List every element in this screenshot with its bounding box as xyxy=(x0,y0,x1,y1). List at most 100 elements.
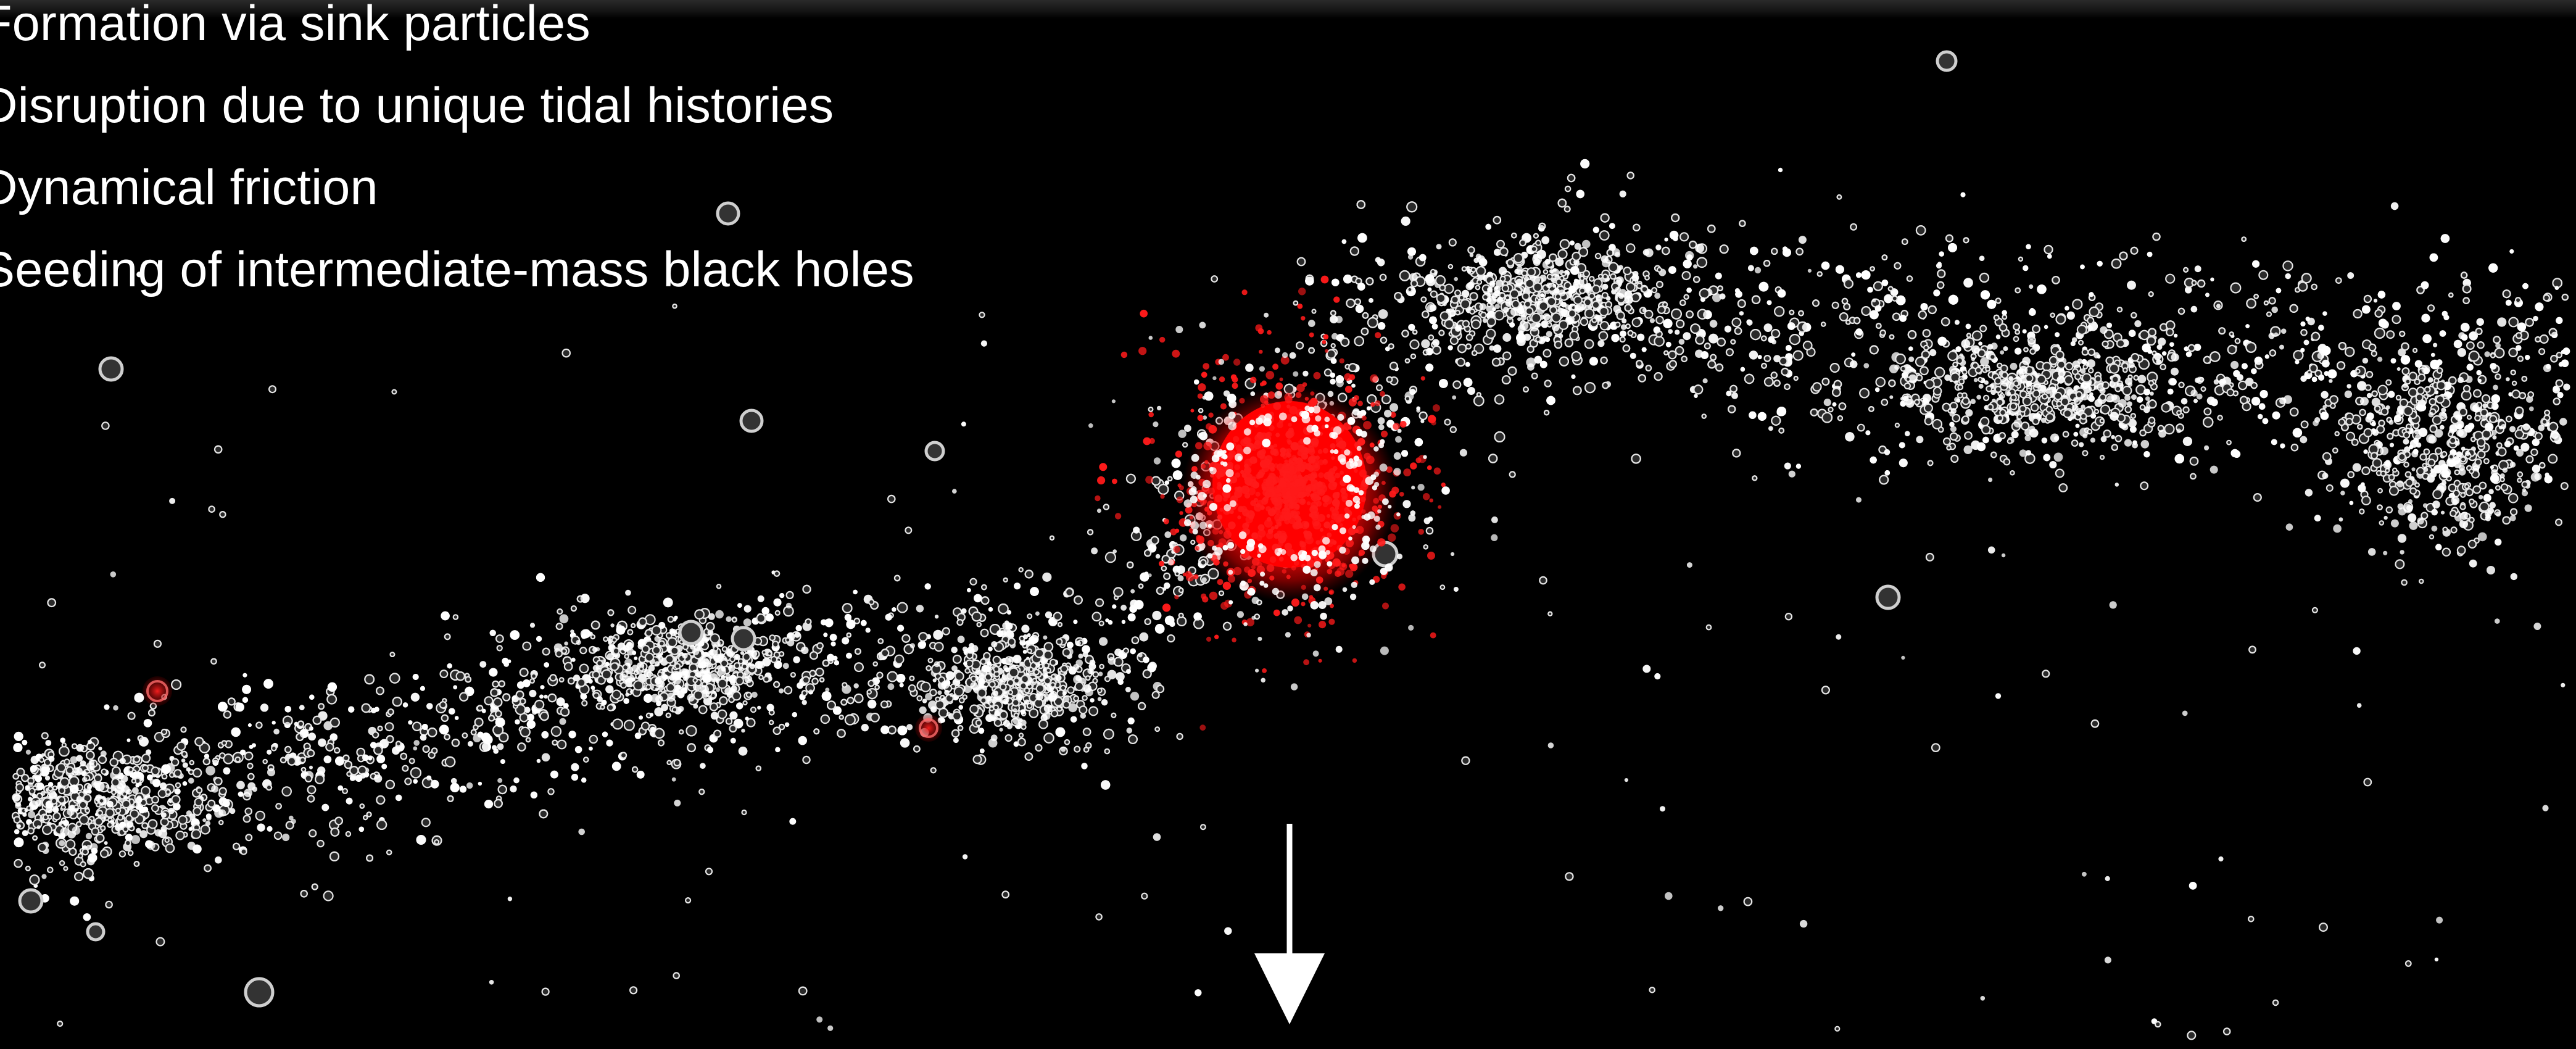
star-particle xyxy=(1686,254,1693,261)
star-particle xyxy=(1843,302,1851,310)
star-particle xyxy=(2525,355,2530,360)
star-particle xyxy=(1113,587,1124,597)
star-particle xyxy=(314,774,325,784)
star-particle xyxy=(2148,291,2154,297)
star-particle xyxy=(2320,412,2329,420)
star-particle xyxy=(404,777,412,786)
star-particle xyxy=(2227,344,2237,355)
star-particle xyxy=(334,747,341,754)
star-particle xyxy=(2023,347,2029,352)
star-particle xyxy=(1731,317,1742,328)
star-particle xyxy=(1457,343,1467,354)
star-particle xyxy=(1979,272,1990,283)
star-particle xyxy=(2495,373,2501,380)
star-particle xyxy=(1821,412,1833,423)
star-particle xyxy=(778,651,785,657)
star-particle xyxy=(1793,375,1799,381)
star-particle xyxy=(2241,236,2247,243)
star-particle xyxy=(773,681,781,688)
star-particle xyxy=(1934,367,1945,378)
star-particle xyxy=(611,761,621,771)
star-particle xyxy=(919,641,926,648)
star-particle xyxy=(1971,330,1982,341)
star-particle xyxy=(1779,356,1788,366)
star-particle xyxy=(1899,458,1908,468)
star-particle xyxy=(495,634,504,643)
star-particle xyxy=(846,632,852,638)
star-particle xyxy=(1747,265,1754,272)
star-particle xyxy=(957,636,965,644)
star-particle xyxy=(839,715,844,720)
star-particle xyxy=(1861,306,1871,317)
star-particle xyxy=(842,637,850,645)
star-particle xyxy=(2557,392,2564,399)
star-particle xyxy=(527,713,534,721)
star-particle xyxy=(161,764,171,774)
star-particle xyxy=(2347,272,2354,279)
star-particle xyxy=(1937,262,1942,267)
star-particle xyxy=(194,737,204,747)
star-particle xyxy=(1875,387,1880,392)
star-particle xyxy=(431,747,438,754)
star-particle xyxy=(1751,295,1761,304)
star-particle xyxy=(267,749,272,755)
star-particle xyxy=(559,718,566,725)
star-particle xyxy=(805,618,812,626)
star-particle xyxy=(2078,339,2084,346)
star-particle xyxy=(1754,267,1762,274)
star-particle xyxy=(1700,297,1705,302)
star-particle xyxy=(2493,384,2498,391)
star-particle xyxy=(1757,412,1766,421)
star-particle xyxy=(242,673,247,678)
star-particle xyxy=(2246,298,2256,309)
star-particle xyxy=(180,726,187,733)
star-particle xyxy=(2013,323,2021,331)
star-particle xyxy=(1795,247,1804,256)
star-particle xyxy=(1493,344,1502,353)
star-particle xyxy=(1737,299,1746,309)
star-particle xyxy=(589,734,598,744)
star-particle xyxy=(827,653,835,661)
star-particle xyxy=(247,773,255,781)
star-particle xyxy=(2427,304,2435,312)
star-particle xyxy=(552,739,558,746)
star-particle xyxy=(1143,549,1152,557)
star-particle xyxy=(2065,305,2069,311)
star-particle xyxy=(2290,443,2299,452)
star-particle xyxy=(892,607,897,612)
star-particle xyxy=(1778,167,1783,173)
star-particle xyxy=(308,732,316,741)
star-particle xyxy=(2525,318,2534,327)
star-particle xyxy=(540,685,545,690)
star-particle xyxy=(2015,287,2021,294)
star-particle xyxy=(2026,244,2031,249)
star-particle xyxy=(25,865,31,871)
star-particle xyxy=(525,737,531,743)
star-particle xyxy=(1654,371,1663,381)
star-particle xyxy=(2052,276,2060,284)
star-particle xyxy=(539,694,544,699)
star-particle xyxy=(742,700,748,706)
star-particle xyxy=(1773,306,1785,317)
star-particle xyxy=(1507,366,1517,376)
star-particle xyxy=(2368,343,2377,352)
star-particle xyxy=(218,702,228,712)
star-particle xyxy=(2072,299,2083,310)
star-particle xyxy=(1789,309,1795,315)
star-particle xyxy=(844,714,856,726)
star-particle xyxy=(2177,307,2185,315)
star-particle xyxy=(1172,470,1183,480)
star-particle xyxy=(707,747,713,753)
star-particle xyxy=(2439,330,2446,337)
star-particle xyxy=(2268,297,2276,305)
star-particle xyxy=(1892,312,1901,321)
star-particle xyxy=(334,816,343,826)
star-particle xyxy=(1580,159,1590,168)
star-particle xyxy=(2546,363,2551,369)
star-particle xyxy=(499,732,509,743)
star-particle xyxy=(1788,470,1795,478)
star-particle xyxy=(1538,225,1545,232)
star-particle xyxy=(420,734,427,741)
star-particle xyxy=(1090,698,1095,703)
star-particle xyxy=(725,718,733,725)
